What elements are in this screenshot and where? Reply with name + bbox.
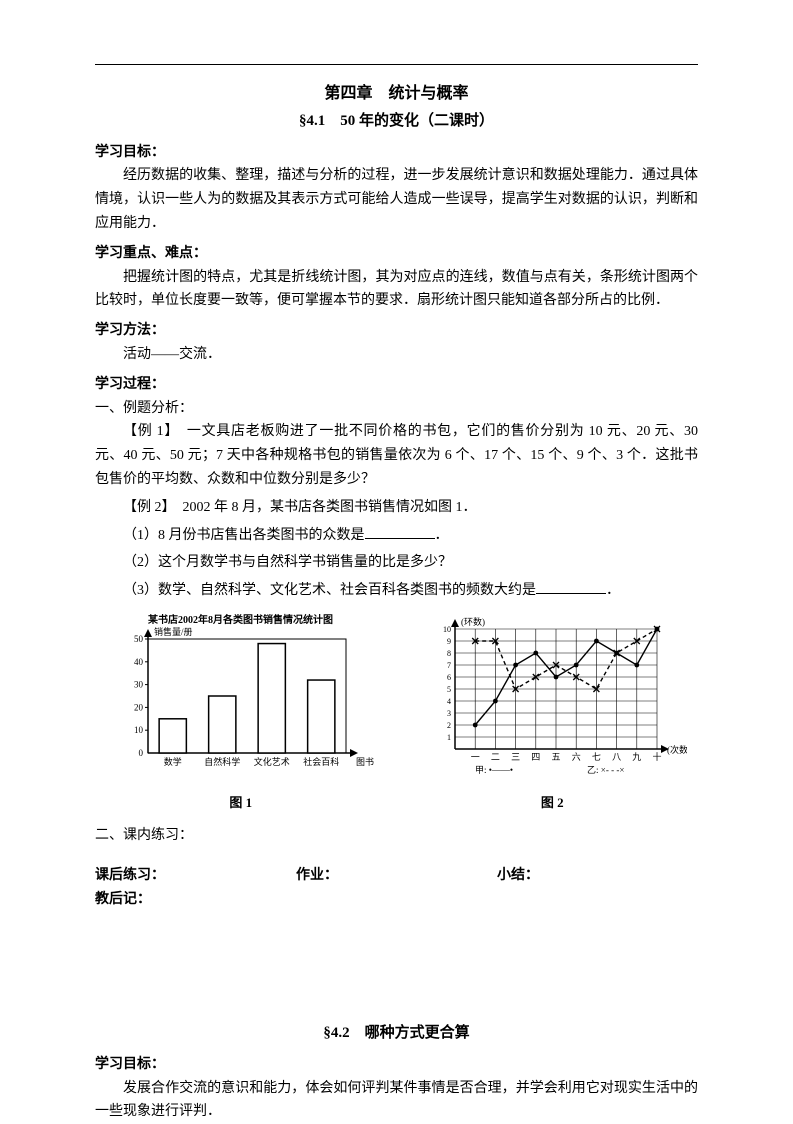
figure-1-chart: 某书店2002年8月各类图书销售情况统计图销售量/册 10 20 30 40 50 0 数学 自… — [106, 611, 376, 781]
after-class-label: 课后练习： — [95, 864, 296, 888]
svg-text:社会百科: 社会百科 — [303, 756, 339, 767]
svg-text:20: 20 — [134, 702, 144, 712]
analysis-label: 一、例题分析： — [95, 397, 698, 421]
q1-text: （1）8 月份书店售出各类图书的众数是 — [123, 528, 365, 543]
summary-label: 小结： — [497, 864, 698, 888]
svg-text:5: 5 — [447, 685, 451, 694]
process-label: 学习过程： — [95, 373, 698, 397]
svg-text:4: 4 — [447, 697, 451, 706]
q3-text: （3）数学、自然科学、文化艺术、社会百科各类图书的频数大约是 — [123, 583, 536, 598]
svg-text:十: 十 — [653, 751, 662, 762]
svg-text:自然科学: 自然科学 — [204, 756, 240, 767]
svg-text:二: 二 — [491, 752, 500, 762]
svg-text:图书: 图书 — [356, 757, 374, 767]
svg-text:数学: 数学 — [163, 756, 181, 767]
svg-text:六: 六 — [572, 751, 581, 762]
question-1: （1）8 月份书店售出各类图书的众数是 ． — [123, 524, 698, 548]
focus-text: 把握统计图的特点，尤其是折线统计图，其为对应点的连线，数值与点有关，条形统计图两… — [95, 266, 698, 314]
svg-text:7: 7 — [447, 661, 451, 670]
svg-text:文化艺术: 文化艺术 — [253, 756, 289, 767]
focus-label: 学习重点、难点： — [95, 242, 698, 266]
svg-text:1: 1 — [447, 733, 451, 742]
svg-text:一: 一 — [471, 752, 480, 762]
figure-1-label: 图 1 — [95, 792, 387, 814]
svg-text:50: 50 — [134, 634, 144, 644]
svg-text:某书店2002年8月各类图书销售情况统计图: 某书店2002年8月各类图书销售情况统计图 — [148, 613, 333, 626]
goal2-text: 发展合作交流的意识和能力，体会如何评判某件事情是否合理，并学会利用它对现实生活中… — [95, 1077, 698, 1124]
footer-row: 课后练习： 作业： 小结： — [95, 864, 698, 888]
figure-2-cell: (环数) (次数) 1 2 3 4 5 6 7 8 9 10 一 二 三 四 五 六 七 八 九 十甲: •——• 乙: ×… — [407, 611, 699, 814]
chapter-title: 第四章 统计与概率 — [95, 80, 698, 107]
in-class-label: 二、课内练习： — [95, 824, 698, 848]
top-rule — [95, 64, 698, 65]
svg-text:0: 0 — [138, 748, 143, 758]
svg-text:(环数): (环数) — [461, 616, 485, 627]
afternote-label: 教后记： — [95, 888, 698, 912]
svg-text:40: 40 — [134, 657, 144, 667]
figure-row: 某书店2002年8月各类图书销售情况统计图销售量/册 10 20 30 40 50 0 数学 自… — [95, 611, 698, 814]
q1-end: ． — [435, 528, 449, 543]
question-2: （2）这个月数学书与自然科学书销售量的比是多少？ — [123, 551, 698, 575]
method-text: 活动——交流． — [95, 343, 698, 367]
svg-text:甲: •——•: 甲: •——• — [475, 765, 513, 775]
blank-2 — [536, 579, 606, 594]
svg-text:3: 3 — [447, 709, 451, 718]
svg-text:2: 2 — [447, 721, 451, 730]
homework-label: 作业： — [296, 864, 497, 888]
figure-2-chart: (环数) (次数) 1 2 3 4 5 6 7 8 9 10 一 二 三 四 五 六 七 八 九 十甲: •——• 乙: ×… — [417, 611, 687, 781]
figure-1-cell: 某书店2002年8月各类图书销售情况统计图销售量/册 10 20 30 40 50 0 数学 自… — [95, 611, 387, 814]
svg-text:八: 八 — [612, 752, 621, 762]
goal-text: 经历数据的收集、整理，描述与分析的过程，进一步发展统计意识和数据处理能力．通过具… — [95, 164, 698, 235]
goal2-label: 学习目标： — [95, 1053, 698, 1077]
example-2: 【例 2】 2002 年 8 月，某书店各类图书销售情况如图 1． — [95, 496, 698, 520]
example-1: 【例 1】 一文具店老板购进了一批不同价格的书包，它们的售价分别为 10 元、2… — [95, 420, 698, 491]
svg-text:(次数): (次数) — [667, 744, 687, 755]
svg-text:10: 10 — [443, 625, 451, 634]
svg-text:9: 9 — [447, 637, 451, 646]
question-3: （3）数学、自然科学、文化艺术、社会百科各类图书的频数大约是 ． — [123, 579, 698, 603]
q3-end: ． — [606, 583, 620, 598]
svg-text:8: 8 — [447, 649, 451, 658]
figure-2-label: 图 2 — [407, 792, 699, 814]
svg-text:七: 七 — [592, 752, 601, 762]
svg-text:五: 五 — [552, 752, 561, 762]
svg-text:销售量/册: 销售量/册 — [154, 626, 193, 637]
svg-text:三: 三 — [511, 752, 520, 762]
svg-text:6: 6 — [447, 673, 451, 682]
method-label: 学习方法： — [95, 319, 698, 343]
svg-text:乙: ×- - -×: 乙: ×- - -× — [587, 765, 624, 775]
svg-text:10: 10 — [134, 725, 144, 735]
blank-1 — [365, 524, 435, 539]
svg-text:30: 30 — [134, 680, 144, 690]
section2-title: §4.2 哪种方式更合算 — [95, 1021, 698, 1047]
svg-text:九: 九 — [633, 752, 642, 762]
section-title: §4.1 50 年的变化（二课时） — [95, 109, 698, 135]
svg-text:四: 四 — [532, 752, 541, 762]
goal-label: 学习目标： — [95, 141, 698, 165]
